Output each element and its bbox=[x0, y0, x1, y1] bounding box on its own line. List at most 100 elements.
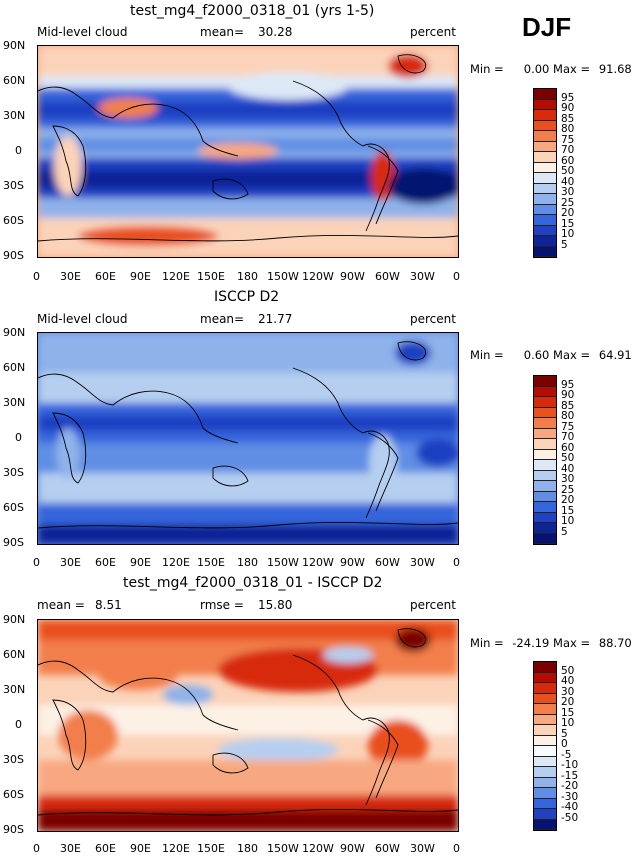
lon-tick-label: 120W bbox=[302, 556, 334, 569]
colorbar-swatch bbox=[534, 204, 556, 215]
lon-tick-label: 60W bbox=[375, 842, 400, 855]
colorbar-label: 90 bbox=[561, 102, 575, 114]
panel-2-max-value: 64.91 bbox=[598, 348, 632, 362]
colorbar-label: 5 bbox=[561, 238, 568, 251]
colorbar-label: -30 bbox=[561, 790, 579, 803]
colorbar-label: -15 bbox=[561, 769, 579, 782]
colorbar-label: 25 bbox=[561, 483, 575, 496]
colorbar-label: 5 bbox=[561, 727, 568, 740]
colorbar-label: 50 bbox=[561, 452, 575, 464]
panel-1-max-value: 91.68 bbox=[598, 62, 632, 76]
lat-tick-label: 60N bbox=[3, 361, 26, 374]
colorbar-label: 80 bbox=[561, 123, 575, 135]
colorbar-label: 20 bbox=[561, 696, 575, 708]
panel-3-max-label: Max = bbox=[553, 636, 591, 650]
panel-3-map bbox=[37, 619, 459, 832]
colorbar-swatch bbox=[534, 215, 556, 226]
lat-tick-label: 60S bbox=[3, 788, 24, 801]
panel-3-rmse-label: rmse = bbox=[200, 598, 244, 612]
panel-3-title: test_mg4_f2000_0318_01 - ISCCP D2 bbox=[123, 575, 383, 591]
panel-3-rmse-value: 15.80 bbox=[258, 598, 293, 612]
colorbar-swatch bbox=[534, 735, 556, 746]
panel-2-field bbox=[38, 333, 458, 544]
panel-2-mean-label: mean= bbox=[200, 312, 245, 326]
lat-tick-label: 60S bbox=[3, 501, 24, 514]
lon-tick-label: 120W bbox=[302, 842, 334, 855]
panel-1-title: test_mg4_f2000_0318_01 (yrs 1-5) bbox=[130, 3, 375, 19]
colorbar-swatch bbox=[534, 714, 556, 725]
lon-tick-label: 90W bbox=[340, 556, 365, 569]
colorbar-swatch bbox=[534, 225, 556, 236]
panel-3-mean-label: mean = bbox=[37, 598, 85, 612]
colorbar-label: 15 bbox=[561, 706, 575, 719]
lon-tick-label: 90E bbox=[130, 556, 151, 569]
panel-3-field bbox=[38, 620, 458, 831]
season-label: DJF bbox=[522, 12, 572, 42]
colorbar-swatch bbox=[534, 131, 556, 142]
lat-tick-label: 30N bbox=[3, 396, 26, 409]
panel-1-field bbox=[38, 46, 458, 257]
lon-tick-label: 120W bbox=[302, 270, 334, 283]
lon-tick-label: 150W bbox=[267, 270, 299, 283]
panel-2-map-svg bbox=[38, 333, 458, 544]
colorbar-swatch bbox=[534, 439, 556, 450]
colorbar-label: 85 bbox=[561, 399, 575, 412]
colorbar-swatch bbox=[534, 502, 556, 513]
lat-tick-label: 30S bbox=[3, 753, 24, 766]
panel-2-colorbar bbox=[533, 375, 557, 545]
colorbar-label: -5 bbox=[561, 748, 572, 761]
panel-3-minmax: Min = -24.19 Max = 88.70 bbox=[470, 636, 632, 650]
lat-tick-label: 90S bbox=[3, 536, 24, 549]
colorbar-swatch bbox=[534, 693, 556, 704]
colorbar-swatch bbox=[534, 386, 556, 397]
colorbar-swatch bbox=[534, 533, 556, 544]
lon-tick-label: 0 bbox=[453, 842, 460, 855]
colorbar-label: 15 bbox=[561, 217, 575, 230]
colorbar-swatch bbox=[534, 470, 556, 481]
panel-2-mean-value: 21.77 bbox=[258, 312, 293, 326]
lon-tick-label: 30W bbox=[410, 556, 435, 569]
lat-tick-label: 30S bbox=[3, 466, 24, 479]
lat-tick-label: 90S bbox=[3, 823, 24, 836]
colorbar-label: 10 bbox=[561, 515, 575, 527]
colorbar-swatch bbox=[534, 491, 556, 502]
colorbar-label: 25 bbox=[561, 196, 575, 209]
colorbar-swatch bbox=[534, 756, 556, 767]
colorbar-label: -20 bbox=[561, 780, 579, 792]
colorbar-label: 15 bbox=[561, 504, 575, 517]
lon-tick-label: 30E bbox=[60, 556, 81, 569]
colorbar-label: 40 bbox=[561, 462, 575, 475]
lat-tick-label: 60N bbox=[3, 74, 26, 87]
colorbar-label: 30 bbox=[561, 685, 575, 698]
panel-1-minmax: Min = 0.00 Max = 91.68 bbox=[470, 62, 632, 76]
panel-2-map bbox=[37, 332, 459, 545]
panel-2-variable-label: Mid-level cloud bbox=[37, 312, 128, 326]
colorbar-label: -10 bbox=[561, 759, 579, 771]
colorbar-label: 10 bbox=[561, 717, 575, 729]
panel-2-minmax: Min = 0.60 Max = 64.91 bbox=[470, 348, 632, 362]
lat-tick-label: 0 bbox=[15, 718, 22, 731]
colorbar-swatch bbox=[534, 523, 556, 534]
colorbar-swatch bbox=[534, 683, 556, 694]
colorbar-swatch bbox=[534, 746, 556, 757]
colorbar-label: 50 bbox=[561, 165, 575, 177]
colorbar-swatch bbox=[534, 397, 556, 408]
lon-tick-label: 120E bbox=[162, 556, 190, 569]
lon-tick-label: 150E bbox=[197, 556, 225, 569]
lon-tick-label: 90W bbox=[340, 842, 365, 855]
lon-tick-label: 60W bbox=[375, 556, 400, 569]
colorbar-swatch bbox=[534, 376, 556, 387]
lon-tick-label: 0 bbox=[33, 556, 40, 569]
panel-3-max-value: 88.70 bbox=[598, 636, 632, 650]
panel-1-map-svg bbox=[38, 46, 458, 257]
panel-3-min-label: Min = bbox=[470, 636, 504, 650]
panel-1-coastlines bbox=[38, 54, 458, 242]
panel-1-min-label: Min = bbox=[470, 62, 504, 76]
lon-tick-label: 30E bbox=[60, 270, 81, 283]
colorbar-swatch bbox=[534, 236, 556, 247]
lon-tick-label: 0 bbox=[453, 270, 460, 283]
colorbar-label: 80 bbox=[561, 410, 575, 422]
lon-tick-label: 180 bbox=[237, 556, 258, 569]
lon-tick-label: 180 bbox=[237, 842, 258, 855]
lon-tick-label: 30W bbox=[410, 270, 435, 283]
